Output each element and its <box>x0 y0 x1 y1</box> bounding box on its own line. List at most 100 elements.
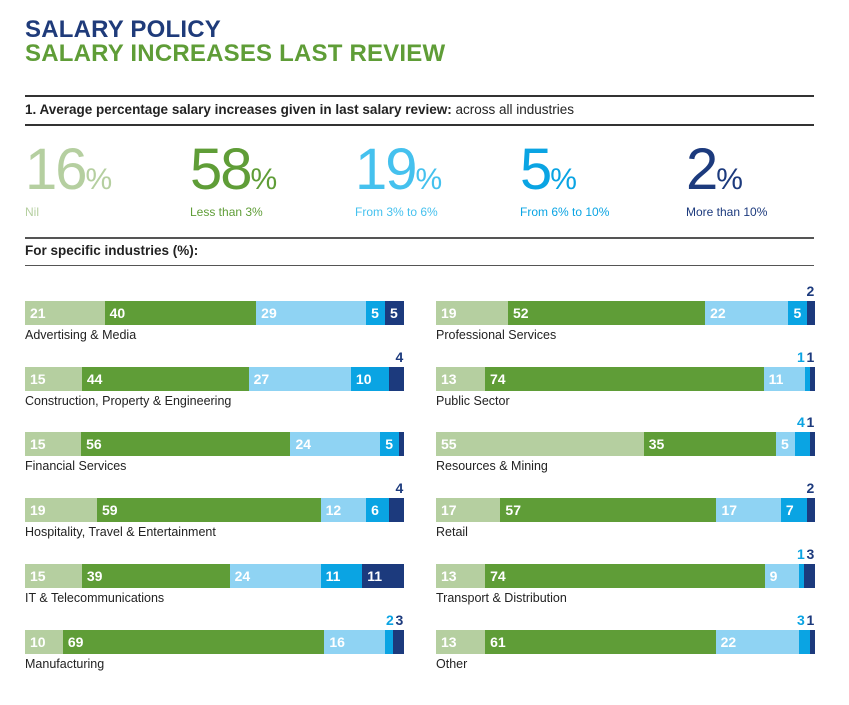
page-title: SALARY POLICY <box>25 16 221 43</box>
bar-segment-from-3-to-6: 29 <box>256 301 367 325</box>
bar-segment-more-than-10 <box>810 432 815 456</box>
bar-segment-more-than-10 <box>807 498 815 522</box>
data-label: 40 <box>109 305 126 321</box>
data-label-above: 4 <box>797 414 805 430</box>
bar-segment-less-than-3: 61 <box>485 630 716 654</box>
data-label: 5 <box>371 305 379 321</box>
data-label-above: 4 <box>395 349 404 365</box>
summary-percent-sign: % <box>550 163 577 196</box>
bar-segment-from-6-to-10: 10 <box>350 367 389 391</box>
data-label: 22 <box>720 634 737 650</box>
data-label: 5 <box>780 436 789 452</box>
data-label: 15 <box>30 436 46 452</box>
industry-label: Other <box>436 657 468 671</box>
bar-segment-less-than-3: 40 <box>104 301 257 325</box>
summary-label: From 6% to 10% <box>520 205 610 219</box>
data-label: 24 <box>234 568 251 584</box>
bar-segment-nil: 17 <box>436 498 501 522</box>
data-label-above: 3 <box>806 546 815 562</box>
bar-other: 13 61 22 <box>436 630 816 654</box>
data-label: 5 <box>793 305 802 321</box>
data-label-above: 2 <box>386 612 394 628</box>
bar-segment-nil: 13 <box>436 630 486 654</box>
bar-segment-more-than-10 <box>388 367 404 391</box>
bar-professional-services: 19 52 22 5 <box>436 301 815 325</box>
page-subtitle: SALARY INCREASES LAST REVIEW <box>25 40 446 67</box>
bar-segment-less-than-3: 69 <box>62 630 325 654</box>
data-label: 61 <box>490 634 506 650</box>
bar-segment-nil: 19 <box>25 498 97 522</box>
data-label: 22 <box>710 305 726 321</box>
data-label: 5 <box>385 436 394 452</box>
data-label-above: 1 <box>806 612 815 628</box>
bar-public-sector: 13 74 11 <box>436 367 815 391</box>
bar-segment-nil: 15 <box>25 432 82 456</box>
bar-segment-from-3-to-6: 9 <box>764 564 799 588</box>
divider <box>25 237 814 239</box>
data-label: 17 <box>721 502 738 518</box>
summary-number: 2 <box>686 137 718 202</box>
summary-percent-sign: % <box>85 163 113 196</box>
bar-segment-from-6-to-10 <box>385 630 393 654</box>
bar-segment-from-6-to-10 <box>798 630 811 654</box>
summary-percent-sign: % <box>716 163 743 196</box>
data-label: 13 <box>441 568 457 584</box>
bar-segment-more-than-10 <box>807 301 815 325</box>
bar-segment-more-than-10 <box>399 432 404 456</box>
bar-segment-from-3-to-6: 24 <box>229 564 321 588</box>
data-label: 11 <box>367 568 383 584</box>
industry-label: Professional Services <box>436 328 557 342</box>
industry-label: IT & Telecommunications <box>25 591 165 605</box>
bar-it-telecommunications: 15 39 24 11 11 <box>25 564 404 588</box>
industry-label: Resources & Mining <box>436 459 548 473</box>
data-label: 21 <box>30 305 46 321</box>
divider <box>25 124 814 126</box>
data-label: 10 <box>355 371 372 387</box>
bar-transport-distribution: 13 74 9 <box>436 564 816 588</box>
bar-retail: 17 57 17 7 <box>436 498 815 522</box>
data-label: 5 <box>390 305 398 321</box>
data-label: 24 <box>295 436 312 452</box>
bar-segment-more-than-10: 5 <box>385 301 404 325</box>
bar-segment-from-6-to-10 <box>794 432 810 456</box>
bar-segment-nil: 19 <box>436 301 508 325</box>
industry-label: Advertising & Media <box>25 328 137 342</box>
bar-segment-nil: 10 <box>25 630 63 654</box>
question-bold: 1. Average percentage salary increases g… <box>25 102 452 117</box>
data-label-above: 4 <box>395 480 404 496</box>
data-label-above: 2 <box>806 283 815 299</box>
summary-label: From 3% to 6% <box>355 205 438 219</box>
industry-label: Manufacturing <box>25 657 105 671</box>
divider <box>25 95 814 97</box>
bar-advertising-media: 21 40 29 5 5 <box>25 301 404 325</box>
data-label: 12 <box>325 502 342 518</box>
data-label: 19 <box>441 305 457 321</box>
data-label: 15 <box>30 568 46 584</box>
bar-resources-mining: 55 35 5 <box>436 432 815 456</box>
bar-segment-less-than-3: 74 <box>485 564 765 588</box>
data-label: 15 <box>30 371 46 387</box>
summary-value: 19% <box>355 138 442 212</box>
data-label: 44 <box>86 371 103 387</box>
bar-segment-less-than-3: 35 <box>643 432 776 456</box>
data-label-above: 1 <box>806 414 815 430</box>
data-label: 57 <box>505 502 521 518</box>
bar-manufacturing: 10 69 16 <box>25 630 404 654</box>
data-label: 6 <box>371 502 379 518</box>
data-label: 17 <box>441 502 457 518</box>
industries-heading: For specific industries (%): <box>25 243 199 258</box>
industry-label: Retail <box>436 525 468 539</box>
bar-segment-from-3-to-6: 27 <box>248 367 351 391</box>
bar-segment-nil: 15 <box>25 367 82 391</box>
bar-segment-less-than-3: 56 <box>81 432 291 456</box>
bar-segment-nil: 13 <box>436 367 485 391</box>
bar-segment-from-3-to-6: 22 <box>705 301 789 325</box>
summary-number: 19 <box>355 137 417 202</box>
bar-segment-nil: 15 <box>25 564 82 588</box>
bar-segment-from-3-to-6: 16 <box>324 630 386 654</box>
industry-label: Transport & Distribution <box>436 591 567 605</box>
summary-number: 58 <box>190 137 252 202</box>
bar-segment-more-than-10 <box>392 630 404 654</box>
data-label: 11 <box>768 371 784 387</box>
bar-segment-more-than-10 <box>388 498 404 522</box>
